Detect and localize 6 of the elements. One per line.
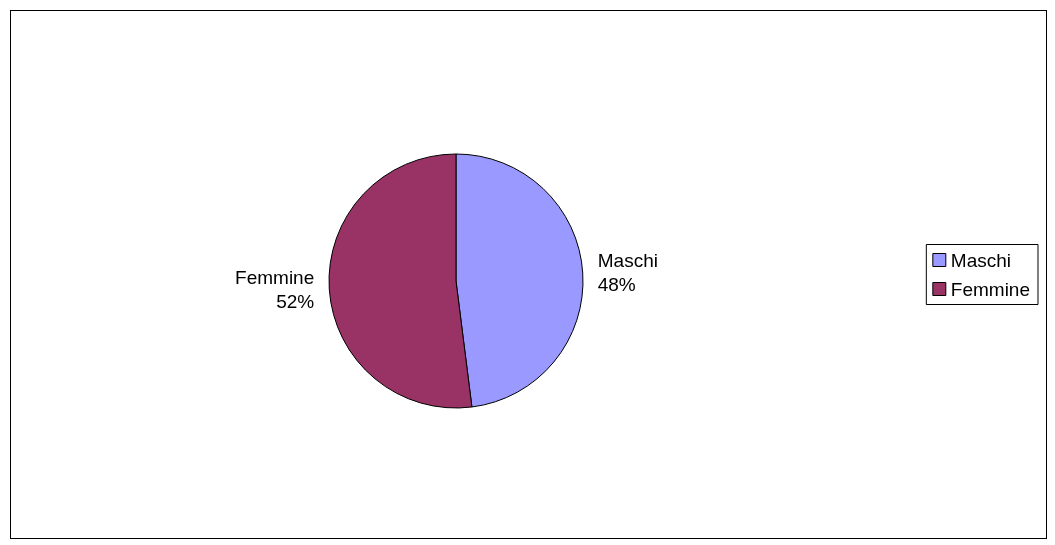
legend-label: Femmine	[950, 278, 1031, 300]
data-label: 48%	[597, 274, 636, 296]
slice-label: Maschi	[597, 250, 658, 272]
slice-label: Femmine	[235, 266, 315, 288]
legend-label: Maschi	[950, 249, 1012, 271]
data-label: 52%	[276, 290, 315, 312]
